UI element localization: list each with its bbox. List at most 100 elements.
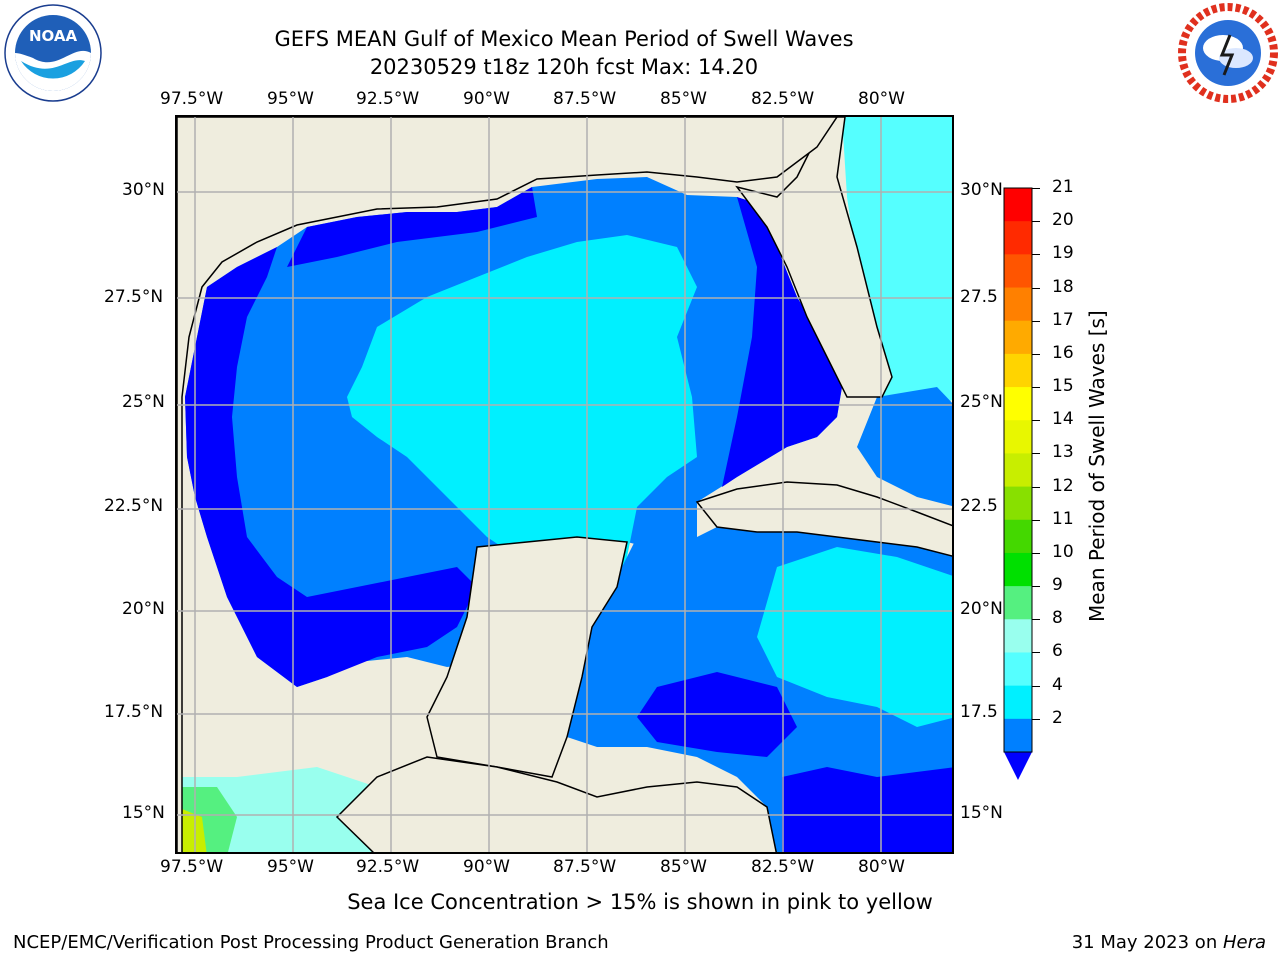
gulf-water-low-north [287, 187, 537, 267]
colorbar-swatches [1004, 188, 1032, 753]
footer-host: Hera [1222, 932, 1266, 953]
lat-label: 17.5°N [104, 702, 164, 722]
lon-label: 85°W [660, 857, 707, 877]
lon-label: 92.5°W [356, 89, 420, 109]
colorbar-swatch [1004, 586, 1032, 620]
colorbar-swatch [1004, 287, 1032, 322]
colorbar-swatch [1004, 254, 1032, 289]
lon-label: 85°W [660, 89, 707, 109]
lat-label: 17.5 [960, 702, 998, 722]
swell-period-map [177, 117, 952, 852]
gulf-water-low-east [722, 197, 842, 487]
lat-label: 15°N [960, 803, 1003, 823]
noaa-logo-text: NOAA [29, 27, 78, 45]
lat-label: 22.5 [960, 496, 998, 516]
central-america-land [335, 756, 777, 852]
colorbar-swatch [1004, 188, 1032, 222]
lon-label: 97.5°W [160, 89, 224, 109]
colorbar-tick-label: 18 [1052, 276, 1074, 297]
lon-label: 80°W [858, 857, 905, 877]
caribbean-water-mid [757, 547, 952, 727]
lat-label: 27.5 [960, 287, 998, 307]
footer-date: 31 May 2023 on Hera [1072, 932, 1266, 953]
colorbar-swatch [1004, 353, 1032, 388]
grid-lines [177, 117, 952, 852]
colorbar-tick-mark [1032, 287, 1040, 289]
colorbar-swatch [1004, 519, 1032, 554]
colorbar-tick-label: 9 [1052, 575, 1063, 596]
colorbar-tick-mark [1032, 685, 1040, 687]
colorbar-tick-mark [1032, 188, 1040, 189]
noaa-logo: NOAA [4, 4, 102, 102]
colorbar-tick-label: 6 [1052, 641, 1063, 662]
colorbar-tick-mark [1032, 320, 1040, 322]
colorbar-tick-mark [1032, 519, 1040, 521]
lon-label: 95°W [267, 857, 314, 877]
colorbar-tick-label: 14 [1052, 409, 1074, 430]
colorbar-tick-label: 12 [1052, 475, 1074, 496]
lat-label: 20°N [960, 599, 1003, 619]
colorbar-tick-mark [1032, 718, 1040, 720]
yucatan-land [426, 536, 628, 778]
caribbean-water-low-south [782, 767, 952, 852]
lat-label: 20°N [122, 599, 165, 619]
map-panel [175, 115, 954, 854]
colorbar-tick-mark [1032, 221, 1040, 223]
lat-label: 30°N [960, 180, 1003, 200]
colorbar-tick-mark [1032, 420, 1040, 422]
chart-title: GEFS MEAN Gulf of Mexico Mean Period of … [274, 27, 854, 51]
chart-subtitle: 20230529 t18z 120h fcst Max: 14.20 [369, 55, 759, 79]
colorbar-tick-label: 16 [1052, 342, 1074, 363]
colorbar-swatch [1004, 552, 1032, 587]
colorbar-tick-label: 20 [1052, 210, 1074, 231]
colorbar-swatch [1004, 453, 1032, 488]
lon-label: 90°W [463, 89, 510, 109]
colorbar-tick-label: 21 [1052, 177, 1074, 197]
colorbar-swatch [1004, 221, 1032, 255]
colorbar-tick-mark [1032, 254, 1040, 256]
colorbar-swatch [1004, 420, 1032, 454]
lat-label: 15°N [122, 803, 165, 823]
colorbar-tick-mark [1032, 552, 1040, 554]
colorbar-swatch [1004, 685, 1032, 720]
colorbar-tick-mark [1032, 353, 1040, 355]
lat-label: 25°N [122, 392, 165, 412]
mexico-land [177, 117, 838, 852]
colorbar-tick-label: 19 [1052, 243, 1074, 264]
colorbar-swatch [1004, 486, 1032, 521]
colorbar-tick-mark [1032, 453, 1040, 455]
colorbar-extend-arrow [1004, 752, 1032, 780]
colorbar-tick-label: 15 [1052, 376, 1074, 397]
lat-label: 27.5°N [104, 287, 164, 307]
colorbar-tick-label: 2 [1052, 707, 1063, 728]
colorbar-tick-mark [1032, 486, 1040, 488]
lon-label: 80°W [858, 89, 905, 109]
colorbar-swatch [1004, 320, 1032, 355]
lat-label: 25°N [960, 392, 1003, 412]
lon-label: 87.5°W [553, 857, 617, 877]
colorbar-tick-mark [1032, 652, 1040, 654]
lon-label: 87.5°W [553, 89, 617, 109]
cuba-land [695, 481, 952, 557]
sea-ice-note: Sea Ice Concentration > 15% is shown in … [347, 890, 933, 914]
lat-label: 22.5°N [104, 496, 164, 516]
colorbar-tick-label: 4 [1052, 674, 1063, 695]
colorbar-tick-label: 10 [1052, 541, 1074, 562]
lon-label: 82.5°W [751, 857, 815, 877]
colorbar-tick-mark [1032, 586, 1040, 588]
colorbar-swatch [1004, 652, 1032, 687]
pacific-water-yellow [177, 807, 207, 852]
colorbar-swatch [1004, 718, 1032, 753]
nws-logo [1178, 3, 1278, 103]
gulf-water-low [185, 247, 477, 687]
colorbar-tick-mark [1032, 387, 1040, 389]
colorbar-swatch [1004, 387, 1032, 421]
footer-credit: NCEP/EMC/Verification Post Processing Pr… [13, 932, 609, 953]
gulf-water-mid [347, 235, 697, 607]
colorbar [1003, 187, 1033, 780]
lat-label: 30°N [122, 180, 165, 200]
colorbar-tick-label: 17 [1052, 309, 1074, 330]
colorbar-tick-label: 8 [1052, 608, 1063, 629]
lon-label: 82.5°W [751, 89, 815, 109]
colorbar-swatch [1004, 619, 1032, 653]
